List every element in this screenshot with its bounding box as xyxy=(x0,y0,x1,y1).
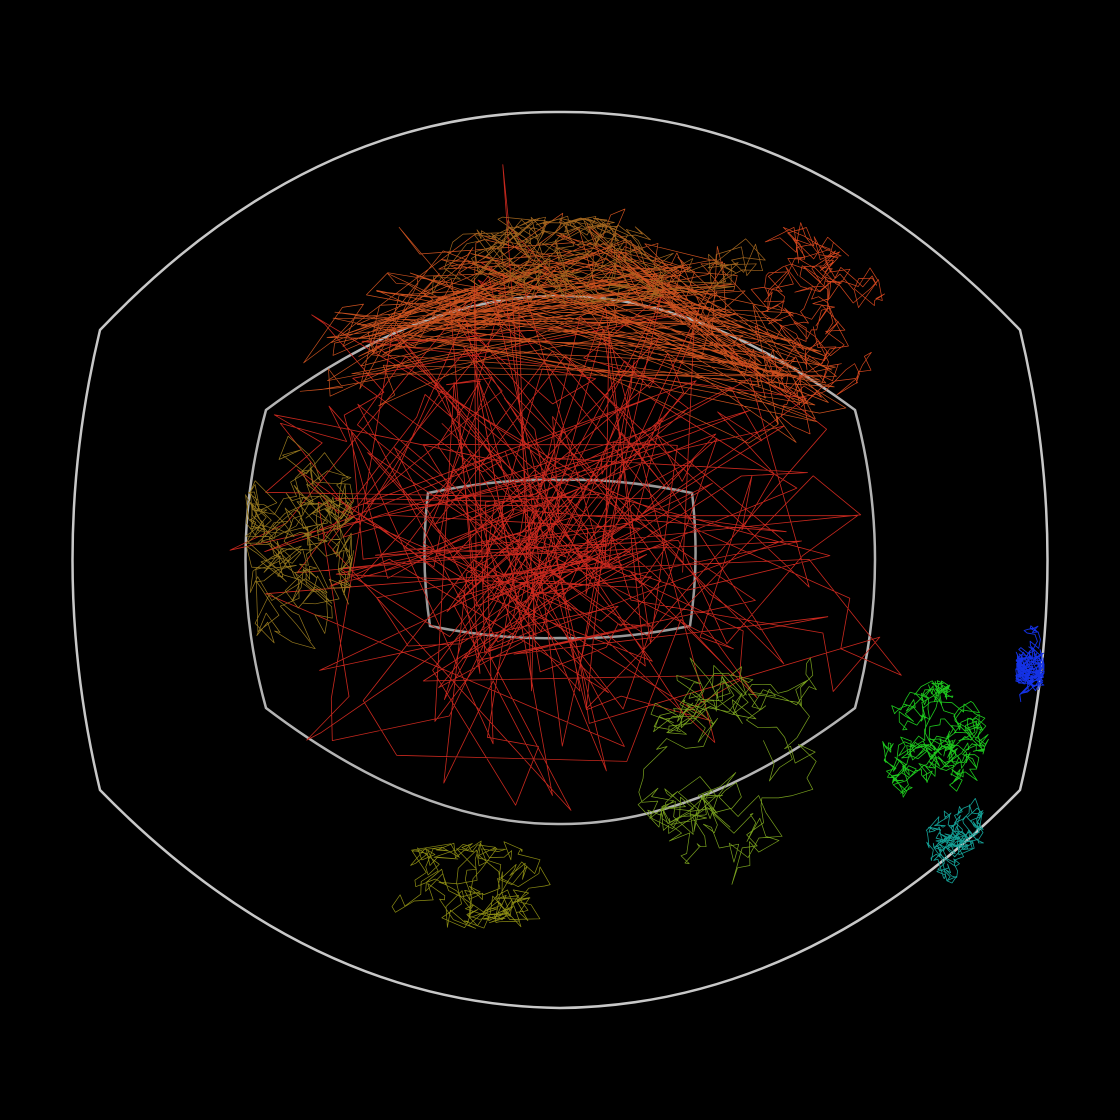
outer-frame xyxy=(71,110,1049,1010)
inner-frame xyxy=(423,478,697,640)
trajectory-brown-upper xyxy=(431,215,766,305)
trajectory-orange-red-upper-right xyxy=(731,222,885,435)
trajectory-olive-left xyxy=(245,435,355,650)
trajectory-green-lower-right xyxy=(882,680,989,798)
trajectory-lines xyxy=(229,164,1045,929)
trajectory-red-core xyxy=(229,164,902,811)
trajectory-olive-green-lower-right xyxy=(637,657,817,885)
trajectory-teal-lower-right xyxy=(925,798,984,884)
trajectory-blue-right xyxy=(1015,625,1045,703)
trajectory-olive-lower xyxy=(391,840,551,929)
